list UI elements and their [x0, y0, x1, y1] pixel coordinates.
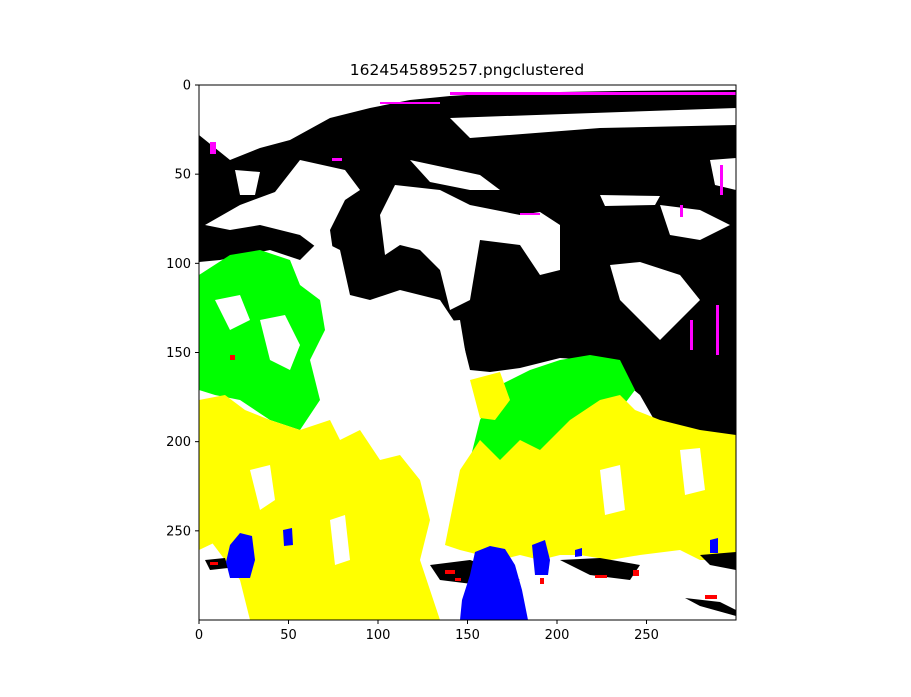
cluster-region-red — [210, 355, 717, 599]
x-tick-label: 250 — [634, 628, 659, 643]
cluster-region-magenta — [210, 92, 736, 355]
x-axis: 0 50 100 150 200 250 — [195, 620, 659, 643]
cluster-region-sky-branches — [205, 108, 736, 470]
y-tick-label: 200 — [166, 435, 191, 450]
cluster-image — [199, 85, 736, 620]
y-tick-label: 0 — [183, 79, 191, 94]
x-tick-label: 150 — [455, 628, 480, 643]
cluster-region-blue — [226, 528, 718, 620]
y-tick-label: 150 — [166, 346, 191, 361]
x-tick-label: 200 — [545, 628, 570, 643]
y-tick-label: 100 — [166, 257, 191, 272]
y-axis: 0 50 100 150 200 250 — [166, 79, 199, 539]
y-tick-label: 250 — [166, 524, 191, 539]
x-tick-label: 100 — [366, 628, 391, 643]
cluster-region-yellow — [199, 372, 736, 620]
y-tick-label: 50 — [174, 168, 191, 183]
chart-title: 1624545895257.pngclustered — [350, 61, 584, 79]
x-tick-label: 50 — [280, 628, 297, 643]
x-tick-label: 0 — [195, 628, 203, 643]
